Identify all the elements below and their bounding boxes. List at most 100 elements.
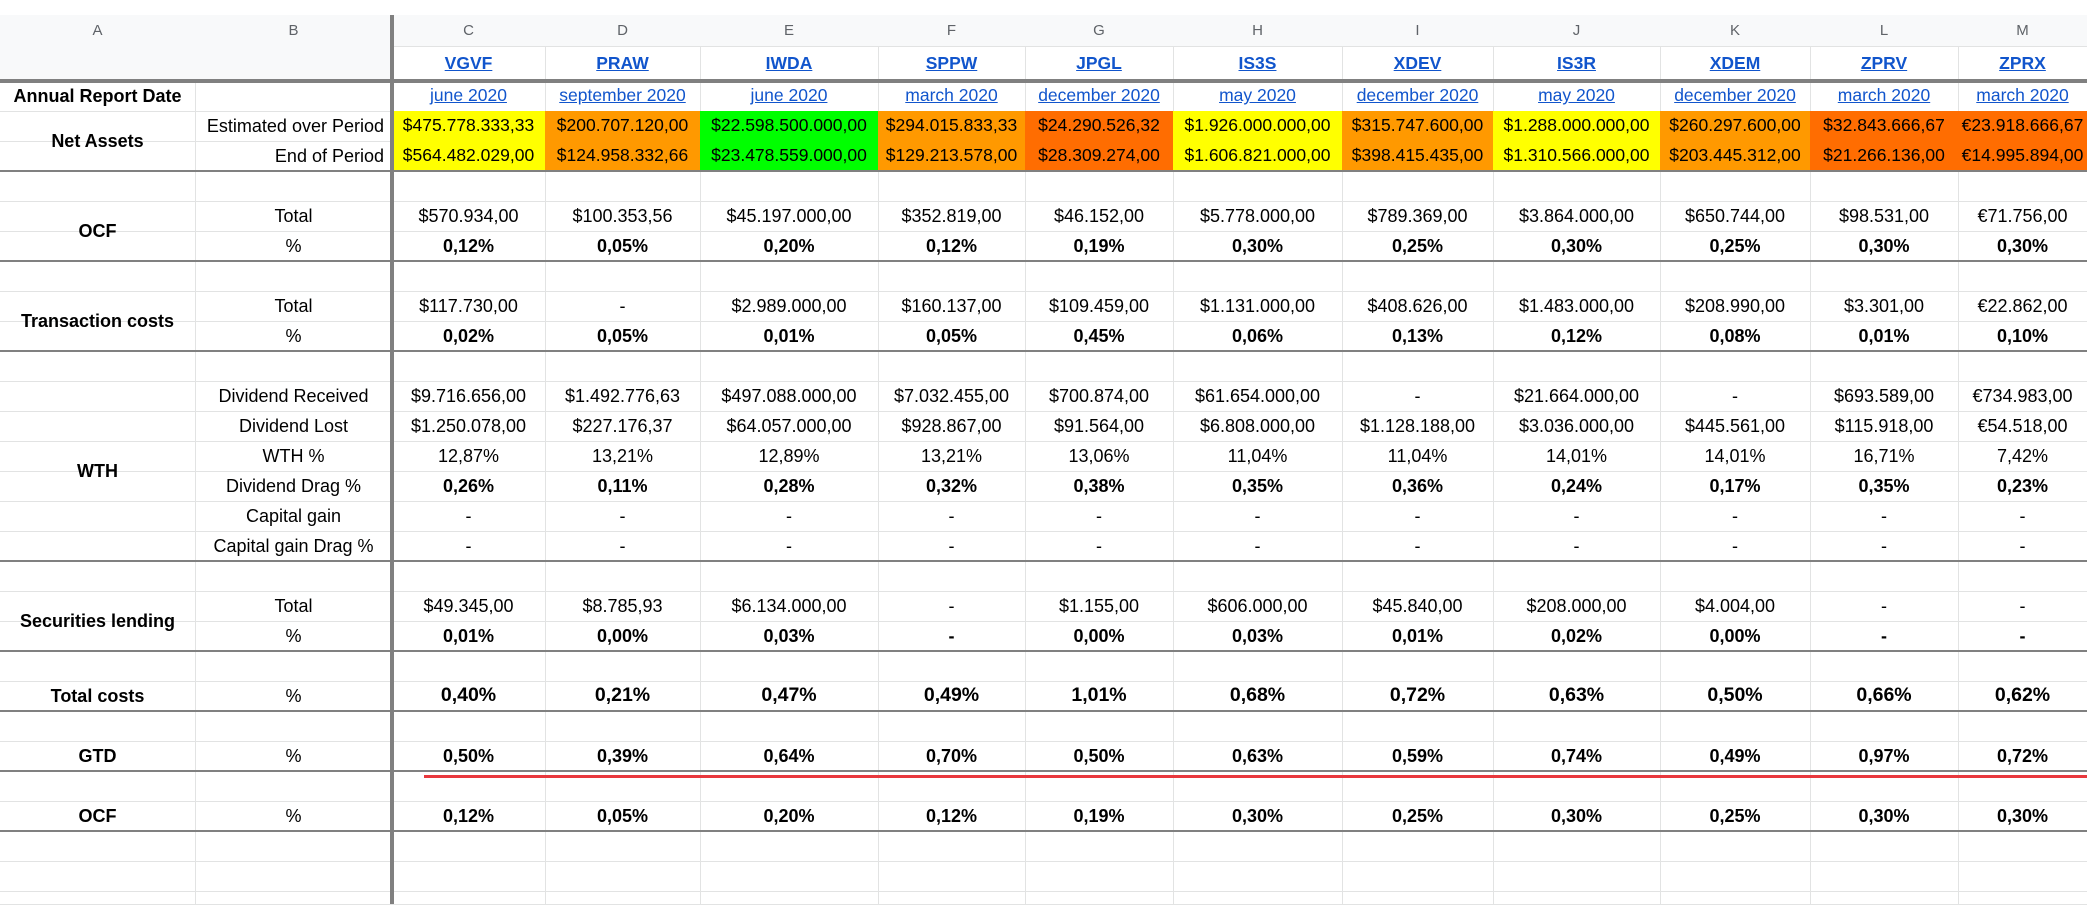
transaction-total-cell[interactable]: $117.730,00 xyxy=(419,296,518,316)
net-assets-estimated-cell[interactable]: $24.290.526,32 xyxy=(1025,111,1173,141)
net-assets-end-cell[interactable]: $23.478.559.000,00 xyxy=(700,141,878,171)
transaction-total-cell[interactable]: $2.989.000,00 xyxy=(731,296,847,316)
wth-cell[interactable]: - xyxy=(1573,536,1580,556)
wth-cell[interactable]: $227.176,37 xyxy=(572,416,673,436)
wth-cell[interactable]: - xyxy=(1881,506,1887,526)
wth-cell[interactable]: $9.716.656,00 xyxy=(410,386,527,406)
wth-cell[interactable]: - xyxy=(1732,536,1738,556)
wth-cell[interactable]: 11,04% xyxy=(1387,446,1448,466)
securities-total-cell[interactable]: $6.134.000,00 xyxy=(731,596,847,616)
securities-pct-cell[interactable]: 0,01% xyxy=(442,626,495,646)
ocf-total-cell[interactable]: $46.152,00 xyxy=(1053,206,1145,226)
net-assets-end-cell[interactable]: $203.445.312,00 xyxy=(1660,141,1810,171)
ocf-total-cell[interactable]: $45.197.000,00 xyxy=(726,206,852,226)
ticker-link-zprx[interactable]: ZPRX xyxy=(1999,52,2046,73)
column-header-d[interactable]: D xyxy=(545,15,700,46)
securities-total-cell[interactable]: $4.004,00 xyxy=(1694,596,1776,616)
ticker-link-xdev[interactable]: XDEV xyxy=(1393,52,1442,73)
label-wth-row[interactable]: Capital gain Drag % xyxy=(213,536,374,556)
wth-cell[interactable]: $21.664.000,00 xyxy=(1513,386,1640,406)
total-costs-cell[interactable]: 0,63% xyxy=(1548,684,1605,707)
gtd-cell[interactable]: 0,74% xyxy=(1550,746,1603,766)
securities-pct-cell[interactable]: - xyxy=(2019,626,2026,646)
net-assets-end-cell[interactable]: $398.415.435,00 xyxy=(1342,141,1493,171)
wth-cell[interactable]: - xyxy=(786,536,792,556)
column-header-b[interactable]: B xyxy=(195,15,392,46)
transaction-pct-cell[interactable]: 0,45% xyxy=(1073,326,1125,346)
wth-cell[interactable]: - xyxy=(948,506,955,526)
label-transaction-pct[interactable]: % xyxy=(285,326,302,346)
net-assets-end-cell[interactable]: €14.995.894,00 xyxy=(1958,141,2087,171)
frozen-header-b[interactable] xyxy=(195,46,392,81)
total-costs-cell[interactable]: 0,62% xyxy=(1994,684,2051,707)
ocf-total-cell[interactable]: $5.778.000,00 xyxy=(1199,206,1316,226)
report-date-cell[interactable]: september 2020 xyxy=(559,85,686,106)
gtd-cell[interactable]: 0,49% xyxy=(1709,746,1761,766)
label-gtd[interactable]: GTD xyxy=(78,746,117,766)
wth-cell[interactable]: 0,35% xyxy=(1858,476,1910,496)
ocf-total-cell[interactable]: $789.369,00 xyxy=(1367,206,1468,226)
wth-cell[interactable]: 0,35% xyxy=(1231,476,1284,496)
label-transaction-total[interactable]: Total xyxy=(274,296,313,316)
label-annual-report-date[interactable]: Annual Report Date xyxy=(13,86,182,106)
net-assets-end-cell[interactable]: $124.958.332,66 xyxy=(545,141,700,171)
net-assets-estimated-cell[interactable]: $294.015.833,33 xyxy=(878,111,1025,141)
label-ocf-summary-pct[interactable]: % xyxy=(285,806,302,826)
wth-cell[interactable]: 7,42% xyxy=(1996,446,2049,466)
wth-cell[interactable]: 0,24% xyxy=(1550,476,1603,496)
ticker-link-sppw[interactable]: SPPW xyxy=(925,52,978,73)
net-assets-end-cell[interactable]: $564.482.029,00 xyxy=(392,141,545,171)
label-ocf-total[interactable]: Total xyxy=(274,206,313,226)
wth-cell[interactable]: 16,71% xyxy=(1853,446,1915,466)
ocf-pct-cell[interactable]: 0,12% xyxy=(925,236,978,256)
label-net-assets[interactable]: Net Assets xyxy=(51,131,144,151)
total-costs-cell[interactable]: 0,72% xyxy=(1389,684,1446,707)
ticker-link-jpgl[interactable]: JPGL xyxy=(1076,52,1122,73)
securities-pct-cell[interactable]: 0,00% xyxy=(1073,626,1125,646)
wth-cell[interactable]: - xyxy=(1414,506,1421,526)
label-wth-row[interactable]: Dividend Received xyxy=(218,386,369,406)
net-assets-end-cell[interactable]: $21.266.136,00 xyxy=(1810,141,1958,171)
transaction-total-cell[interactable]: - xyxy=(619,296,626,316)
total-costs-cell[interactable]: 1,01% xyxy=(1071,684,1127,707)
label-securities-lending[interactable]: Securities lending xyxy=(19,611,176,631)
net-assets-estimated-cell[interactable]: $475.778.333,33 xyxy=(392,111,545,141)
column-header-e[interactable]: E xyxy=(700,15,878,46)
wth-cell[interactable]: - xyxy=(1732,506,1738,526)
wth-cell[interactable]: $6.808.000,00 xyxy=(1199,416,1316,436)
net-assets-end-cell[interactable]: $1.310.566.000,00 xyxy=(1493,141,1660,171)
wth-cell[interactable]: 0,17% xyxy=(1709,476,1761,496)
wth-cell[interactable]: $3.036.000,00 xyxy=(1518,416,1635,436)
securities-total-cell[interactable]: - xyxy=(948,596,955,616)
ocf-pct-cell[interactable]: 0,25% xyxy=(1391,236,1444,256)
wth-cell[interactable]: - xyxy=(1254,536,1261,556)
ocf-total-cell[interactable]: $98.531,00 xyxy=(1838,206,1930,226)
securities-pct-cell[interactable]: 0,01% xyxy=(1391,626,1444,646)
ocf-pct-cell[interactable]: 0,05% xyxy=(596,236,649,256)
transaction-pct-cell[interactable]: 0,12% xyxy=(1550,326,1603,346)
wth-cell[interactable]: - xyxy=(1414,536,1421,556)
gtd-cell[interactable]: 0,64% xyxy=(763,746,815,766)
label-gtd-pct[interactable]: % xyxy=(285,746,302,766)
wth-cell[interactable]: 11,04% xyxy=(1227,446,1288,466)
ocf-pct-cell[interactable]: 0,12% xyxy=(442,236,495,256)
ocf-pct-cell[interactable]: 0,25% xyxy=(1709,236,1761,256)
ocf-summary-cell[interactable]: 0,12% xyxy=(442,806,495,826)
column-header-k[interactable]: K xyxy=(1660,15,1810,46)
wth-cell[interactable]: 0,26% xyxy=(442,476,495,496)
transaction-pct-cell[interactable]: 0,10% xyxy=(1996,326,2049,346)
ocf-total-cell[interactable]: $570.934,00 xyxy=(418,206,519,226)
net-assets-estimated-cell[interactable]: $1.926.000.000,00 xyxy=(1173,111,1342,141)
label-wth[interactable]: WTH xyxy=(77,461,118,481)
transaction-total-cell[interactable]: $109.459,00 xyxy=(1048,296,1150,316)
wth-cell[interactable]: 12,89% xyxy=(758,446,820,466)
wth-cell[interactable]: 13,21% xyxy=(920,446,983,466)
wth-cell[interactable]: $61.654.000,00 xyxy=(1194,386,1321,406)
wth-cell[interactable]: $91.564,00 xyxy=(1053,416,1145,436)
wth-cell[interactable]: - xyxy=(1414,386,1421,406)
column-header-h[interactable]: H xyxy=(1173,15,1342,46)
total-costs-cell[interactable]: 0,66% xyxy=(1856,684,1912,707)
gtd-cell[interactable]: 0,50% xyxy=(442,746,495,766)
label-ocf-pct[interactable]: % xyxy=(285,236,302,256)
